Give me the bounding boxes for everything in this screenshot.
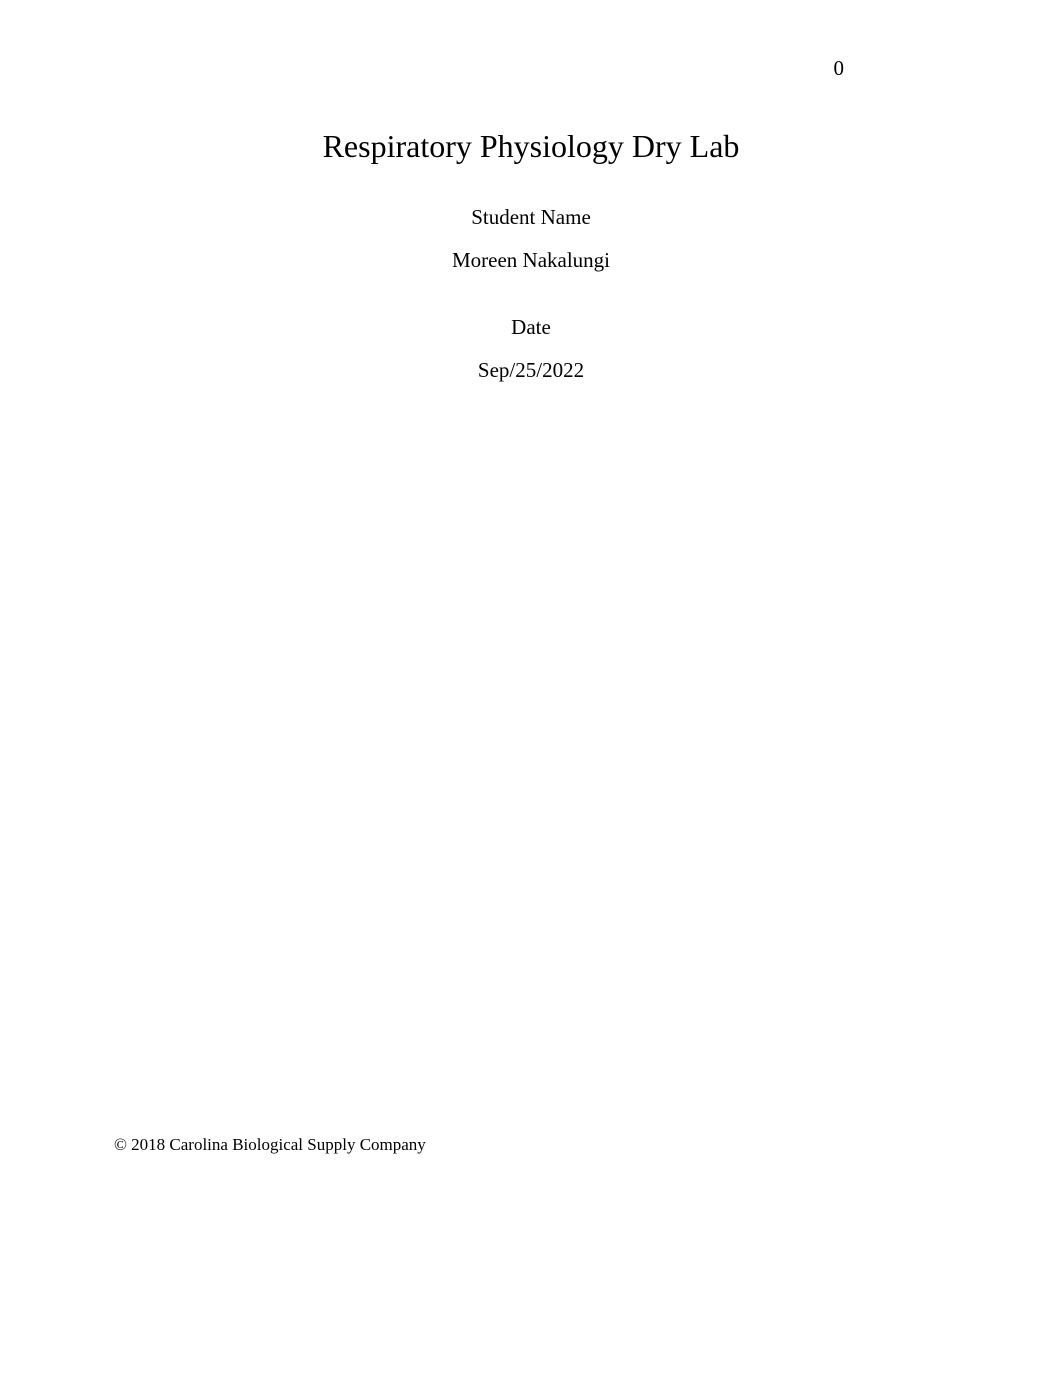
page-number: 0 bbox=[834, 56, 845, 81]
document-title: Respiratory Physiology Dry Lab bbox=[323, 128, 740, 165]
copyright-footer: © 2018 Carolina Biological Supply Compan… bbox=[114, 1135, 426, 1155]
date-value: Sep/25/2022 bbox=[478, 358, 584, 383]
student-name-value: Moreen Nakalungi bbox=[452, 248, 610, 273]
document-content: Respiratory Physiology Dry Lab Student N… bbox=[0, 0, 1062, 425]
student-name-label: Student Name bbox=[471, 205, 591, 230]
date-label: Date bbox=[511, 315, 551, 340]
